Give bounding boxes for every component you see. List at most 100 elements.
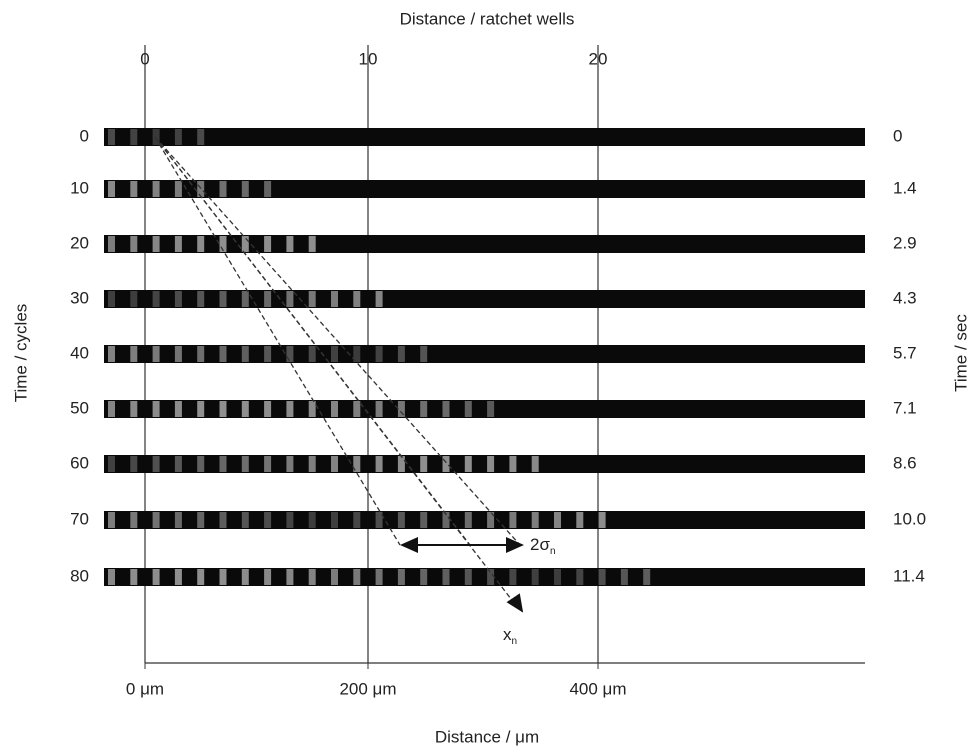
well	[599, 569, 606, 585]
bottom-tick-label: 0 μm	[126, 679, 164, 698]
well	[108, 346, 115, 362]
sec-label: 10.0	[893, 509, 926, 528]
top-tick-label: 20	[589, 49, 608, 68]
well	[242, 236, 249, 252]
well	[309, 291, 316, 307]
well	[242, 512, 249, 528]
well	[309, 456, 316, 472]
well	[264, 456, 271, 472]
sec-label: 0	[893, 126, 902, 145]
well	[376, 291, 383, 307]
band	[104, 290, 865, 308]
well	[465, 401, 472, 417]
well	[420, 456, 427, 472]
well	[309, 401, 316, 417]
well	[242, 181, 249, 197]
right-axis-title: Time / sec	[951, 314, 970, 392]
left-axis-title: Time / cycles	[11, 304, 30, 403]
well	[153, 291, 160, 307]
well	[554, 512, 561, 528]
well	[309, 346, 316, 362]
well	[376, 456, 383, 472]
position-arrow	[520, 608, 522, 611]
cycles-label: 20	[70, 233, 89, 252]
well	[465, 569, 472, 585]
well	[331, 346, 338, 362]
well	[309, 569, 316, 585]
well	[220, 181, 227, 197]
sec-label: 5.7	[893, 343, 917, 362]
well	[331, 569, 338, 585]
well	[130, 512, 137, 528]
well	[353, 291, 360, 307]
well	[286, 401, 293, 417]
well	[175, 346, 182, 362]
bands	[104, 128, 865, 586]
well	[487, 456, 494, 472]
well	[376, 401, 383, 417]
band	[104, 345, 865, 363]
well	[309, 236, 316, 252]
well	[130, 569, 137, 585]
cycles-label: 80	[70, 566, 89, 585]
well	[197, 236, 204, 252]
well	[420, 569, 427, 585]
well	[420, 401, 427, 417]
well	[286, 346, 293, 362]
cycles-label: 30	[70, 288, 89, 307]
well	[153, 236, 160, 252]
well	[353, 512, 360, 528]
well	[197, 401, 204, 417]
well	[108, 401, 115, 417]
well	[175, 291, 182, 307]
top-axis-title: Distance / ratchet wells	[400, 9, 575, 28]
well	[353, 569, 360, 585]
well	[220, 569, 227, 585]
cycles-label: 60	[70, 453, 89, 472]
band	[104, 511, 865, 529]
well	[264, 291, 271, 307]
well	[175, 512, 182, 528]
band	[104, 400, 865, 418]
well	[576, 512, 583, 528]
sec-label: 7.1	[893, 398, 917, 417]
sec-label: 4.3	[893, 288, 917, 307]
well	[554, 569, 561, 585]
width-annotation: 2σn	[530, 535, 556, 556]
well	[264, 236, 271, 252]
well	[532, 456, 539, 472]
well	[153, 181, 160, 197]
well	[175, 236, 182, 252]
well	[599, 512, 606, 528]
well	[220, 401, 227, 417]
well	[286, 236, 293, 252]
band	[104, 180, 865, 198]
well	[242, 569, 249, 585]
well	[130, 401, 137, 417]
well	[220, 346, 227, 362]
well	[420, 512, 427, 528]
well	[130, 291, 137, 307]
well	[153, 456, 160, 472]
cycles-label: 10	[70, 178, 89, 197]
well	[576, 569, 583, 585]
well	[130, 456, 137, 472]
top-tick-label: 0	[140, 49, 149, 68]
well	[398, 569, 405, 585]
well	[130, 236, 137, 252]
well	[443, 569, 450, 585]
well	[108, 456, 115, 472]
well	[108, 129, 115, 145]
well	[175, 569, 182, 585]
well	[331, 456, 338, 472]
well	[130, 181, 137, 197]
well	[197, 129, 204, 145]
bottom-axis-title: Distance / μm	[435, 727, 539, 746]
well	[443, 401, 450, 417]
well	[286, 512, 293, 528]
trajectories	[155, 137, 520, 608]
position-annotation: xn	[503, 625, 517, 646]
band	[104, 128, 865, 146]
well	[331, 512, 338, 528]
well	[398, 346, 405, 362]
